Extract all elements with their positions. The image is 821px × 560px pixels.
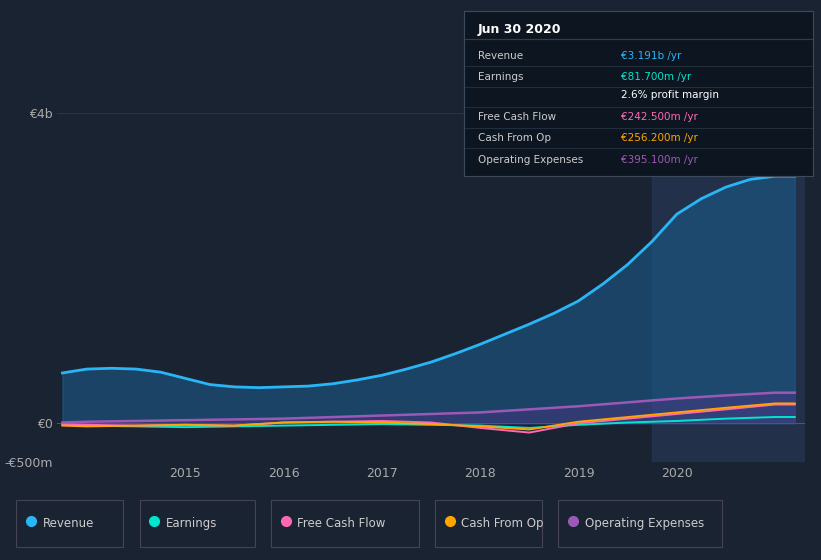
Text: Cash From Op: Cash From Op (461, 517, 544, 530)
Text: €3.191b /yr: €3.191b /yr (621, 51, 681, 61)
Bar (140, 500, 255, 547)
Bar (435, 500, 542, 547)
Bar (16, 500, 123, 547)
Text: Earnings: Earnings (478, 72, 523, 82)
Text: 2.6% profit margin: 2.6% profit margin (621, 91, 719, 100)
Text: Jun 30 2020: Jun 30 2020 (478, 23, 562, 36)
Text: Earnings: Earnings (166, 517, 218, 530)
Text: €256.200m /yr: €256.200m /yr (621, 133, 698, 143)
Text: Free Cash Flow: Free Cash Flow (478, 112, 556, 122)
Bar (652, 98, 805, 462)
Text: €81.700m /yr: €81.700m /yr (621, 72, 691, 82)
Text: €395.100m /yr: €395.100m /yr (621, 155, 698, 165)
Text: Operating Expenses: Operating Expenses (478, 155, 583, 165)
Text: €242.500m /yr: €242.500m /yr (621, 112, 698, 122)
Text: Revenue: Revenue (478, 51, 523, 61)
Text: Free Cash Flow: Free Cash Flow (297, 517, 386, 530)
Bar (271, 500, 419, 547)
Text: Cash From Op: Cash From Op (478, 133, 551, 143)
Text: Revenue: Revenue (43, 517, 94, 530)
Bar (558, 500, 722, 547)
Text: Operating Expenses: Operating Expenses (585, 517, 704, 530)
